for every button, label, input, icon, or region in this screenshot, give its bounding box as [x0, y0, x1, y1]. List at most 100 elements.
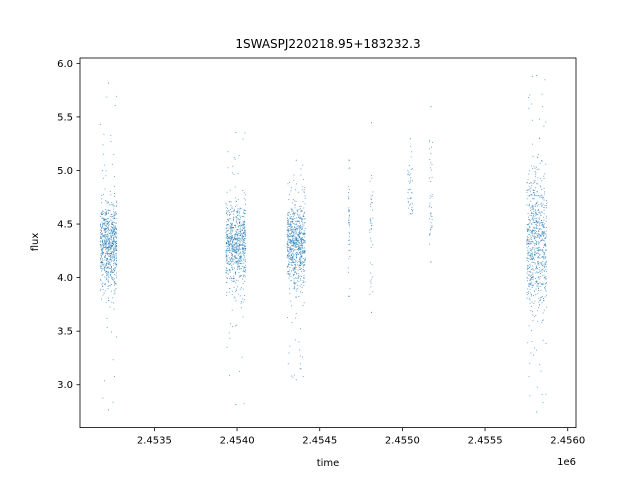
data-point [107, 209, 109, 211]
data-point [107, 288, 109, 290]
data-point [348, 222, 350, 224]
data-point [292, 235, 294, 237]
data-point [536, 247, 538, 249]
data-point [543, 252, 545, 254]
data-point [529, 220, 531, 222]
data-point [234, 257, 236, 259]
data-point [300, 261, 302, 263]
data-point [300, 218, 302, 220]
data-point [104, 243, 106, 245]
data-point [296, 296, 298, 298]
data-point [115, 211, 117, 213]
data-point [106, 226, 107, 228]
data-point [370, 202, 372, 204]
data-point [535, 222, 537, 224]
data-point [530, 194, 532, 196]
data-point [303, 212, 305, 214]
data-point [111, 236, 112, 238]
data-point [225, 242, 227, 244]
data-point [299, 251, 301, 253]
data-point [100, 212, 102, 214]
data-point [107, 272, 109, 274]
data-point [348, 224, 350, 226]
data-point [299, 257, 301, 259]
data-point [532, 275, 534, 277]
data-point [230, 222, 231, 224]
data-point [107, 286, 109, 288]
data-point [230, 208, 232, 210]
data-point [294, 204, 296, 206]
data-point [300, 256, 302, 258]
data-point [407, 174, 409, 176]
data-point [289, 236, 291, 238]
data-point [304, 234, 305, 235]
data-point [230, 260, 232, 262]
data-point [100, 245, 102, 247]
data-point [235, 230, 237, 232]
data-point [293, 213, 295, 215]
data-point [244, 221, 246, 223]
data-point [303, 252, 305, 254]
data-point [531, 119, 533, 121]
data-point [291, 236, 293, 238]
data-point [530, 229, 531, 231]
data-point [230, 224, 232, 226]
data-point [234, 249, 236, 251]
data-point [541, 263, 543, 265]
data-point [535, 211, 537, 213]
data-point [235, 206, 236, 208]
data-point [297, 241, 299, 243]
data-point [543, 309, 545, 311]
data-point [231, 279, 233, 281]
data-point [234, 252, 236, 253]
data-point [294, 274, 296, 275]
data-point [287, 250, 289, 252]
data-point [110, 194, 112, 196]
data-point [292, 235, 294, 237]
data-point [297, 220, 299, 222]
data-point [544, 79, 546, 81]
data-point [105, 246, 107, 248]
data-point [302, 186, 304, 188]
data-point [289, 193, 290, 195]
data-point [236, 235, 238, 237]
data-point [304, 270, 306, 272]
data-point [106, 223, 108, 225]
data-point [546, 200, 547, 202]
data-point [287, 255, 288, 256]
data-point [291, 254, 292, 256]
data-point [234, 242, 236, 244]
data-point [113, 221, 115, 223]
data-point [293, 278, 295, 280]
data-point [290, 257, 292, 259]
data-point [231, 256, 233, 258]
data-point [235, 238, 237, 240]
data-point [231, 236, 233, 238]
data-point [106, 275, 108, 277]
data-point [234, 236, 236, 238]
data-point [302, 242, 304, 244]
data-point [239, 260, 241, 262]
data-point [289, 269, 291, 271]
data-point [239, 247, 241, 249]
data-point [296, 272, 298, 274]
data-point [298, 240, 300, 242]
data-point [114, 282, 116, 284]
data-point [111, 204, 113, 206]
data-point [102, 153, 104, 155]
data-point [295, 212, 297, 214]
data-point [303, 233, 305, 234]
data-point [110, 247, 112, 249]
data-point [229, 243, 231, 245]
data-point [102, 212, 104, 214]
data-point [536, 265, 538, 267]
data-point [527, 280, 529, 282]
data-point [243, 238, 245, 240]
data-point [108, 221, 110, 223]
data-point [535, 174, 537, 176]
data-point [304, 195, 306, 197]
data-point [541, 274, 543, 276]
data-point [105, 242, 107, 244]
data-points [99, 75, 548, 413]
data-point [531, 231, 533, 232]
